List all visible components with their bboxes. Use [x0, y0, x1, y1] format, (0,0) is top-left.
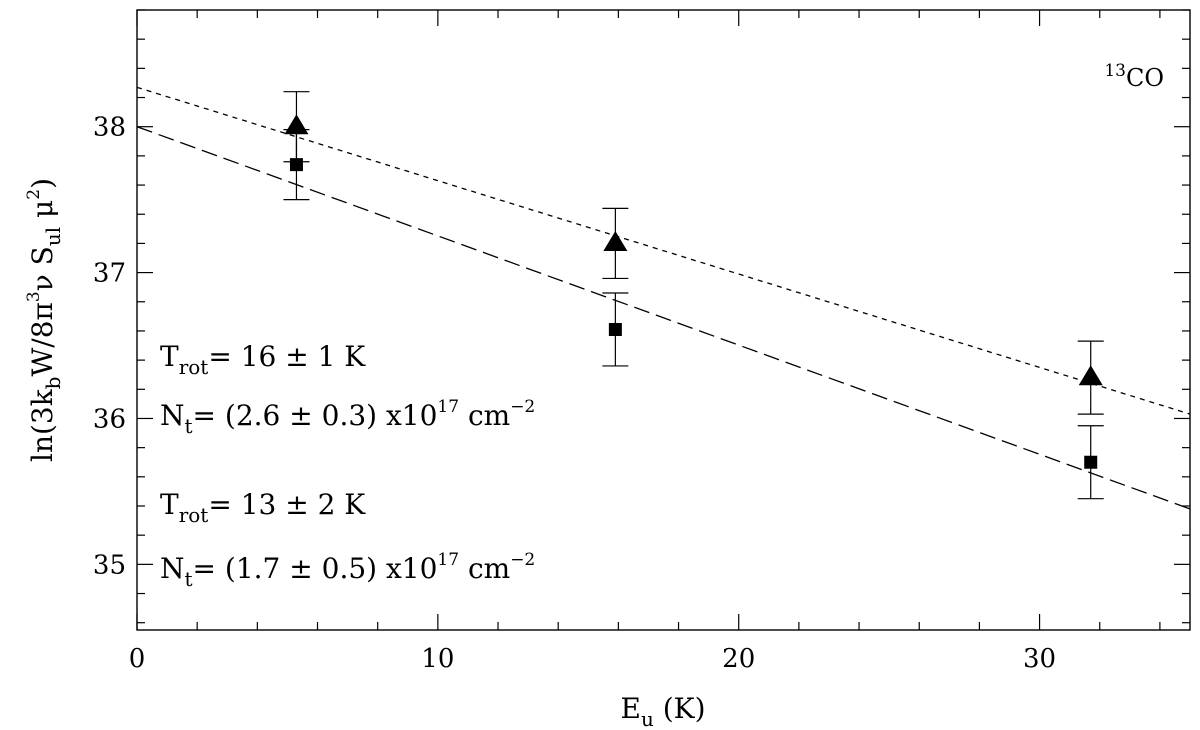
y-axis-label: ln(3kbW/8π3ν Sul μ2) [24, 178, 65, 462]
species-label: 13CO [1104, 61, 1164, 92]
trot-label-1: Trot= 16 ± 1 K [160, 340, 366, 379]
axis-ticks [136, 9, 1190, 630]
x-axis-label: Eu (K) [620, 692, 705, 730]
trot-label-2: Trot= 13 ± 2 K [160, 488, 366, 527]
tick-labels: 0 10 20 30 35 36 37 38 [93, 113, 1056, 674]
square-point [608, 322, 622, 336]
plot-frame [136, 9, 1191, 631]
x-tick-label: 20 [722, 644, 755, 674]
x-tick-label: 30 [1023, 644, 1056, 674]
nt-label-2: Nt= (1.7 ± 0.5) x1017 cm−2 [160, 550, 535, 591]
x-tick-label: 0 [129, 644, 146, 674]
data-points [283, 91, 1104, 500]
y-tick-label: 35 [93, 550, 126, 580]
y-tick-label: 36 [93, 404, 126, 434]
square-point [289, 158, 303, 172]
nt-label-1: Nt= (2.6 ± 0.3) x1017 cm−2 [160, 397, 535, 438]
y-tick-label: 37 [93, 259, 126, 289]
annotation-1: Trot= 16 ± 1 K Nt= (2.6 ± 0.3) x1017 cm−… [160, 340, 535, 438]
fit-lines [136, 86, 1191, 510]
y-tick-label: 38 [93, 113, 126, 143]
fit-line-1 [136, 86, 1191, 415]
triangle-point [1078, 365, 1103, 386]
triangle-point [603, 231, 628, 252]
x-tick-label: 10 [421, 644, 454, 674]
fit-line-2 [136, 126, 1191, 510]
square-point [1084, 455, 1098, 469]
annotation-2: Trot= 13 ± 2 K Nt= (1.7 ± 0.5) x1017 cm−… [160, 488, 535, 591]
